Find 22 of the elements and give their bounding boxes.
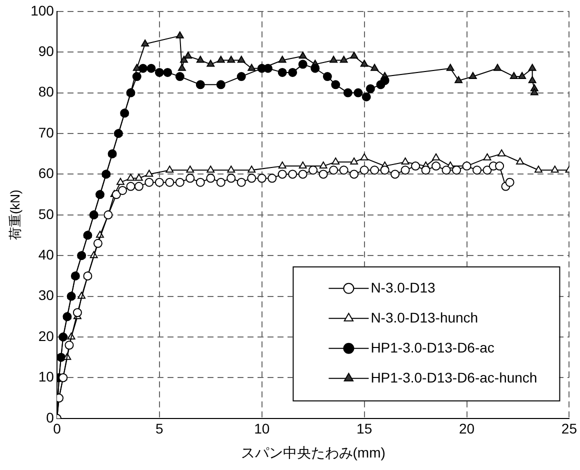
y-tick-label: 100 <box>30 2 54 18</box>
x-axis-title: スパン中央たわみ(mm) <box>240 444 386 460</box>
y-tick-label: 40 <box>38 246 54 262</box>
y-tick-label: 90 <box>38 42 54 59</box>
x-tick-label: 10 <box>254 420 270 437</box>
y-tick-label: 80 <box>38 84 54 100</box>
y-tick-label: 60 <box>38 165 54 182</box>
x-tick-label: 15 <box>356 420 372 437</box>
y-tick-label: 0 <box>46 409 54 426</box>
legend-label: HP1-3.0-D13-D6-ac-hunch <box>370 369 538 386</box>
legend-label: N-3.0-D13-hunch <box>370 309 478 326</box>
x-tick-label: 5 <box>156 420 164 437</box>
y-tick-label: 70 <box>38 124 54 140</box>
legend-label: N-3.0-D13 <box>370 279 436 296</box>
y-tick-label: 20 <box>38 328 54 344</box>
y-tick-label: 50 <box>38 206 54 222</box>
x-tick-label: 25 <box>561 420 578 437</box>
legend-label: HP1-3.0-D13-D6-ac <box>370 339 494 356</box>
x-tick-label: 20 <box>458 420 475 437</box>
y-axis-title: 荷重(kN) <box>7 190 22 240</box>
y-tick-label: 10 <box>38 368 54 385</box>
y-tick-label: 30 <box>38 287 54 304</box>
